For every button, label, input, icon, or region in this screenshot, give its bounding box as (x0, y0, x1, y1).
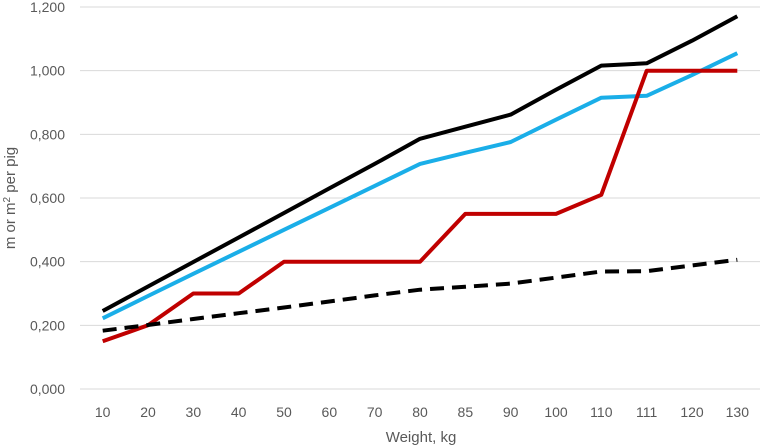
y-tick-label: 0,800 (30, 126, 65, 142)
x-tick-label: 70 (367, 404, 383, 420)
x-tick-label: 85 (458, 404, 474, 420)
y-axis-title: m or m2 per pig (2, 147, 19, 249)
x-tick-label: 30 (186, 404, 202, 420)
series-lines (101, 14, 739, 344)
gridlines (80, 6, 760, 390)
x-tick-label: 10 (95, 404, 111, 420)
x-tick-label: 130 (726, 404, 750, 420)
series-line-4 (102, 257, 738, 333)
x-tick-label: 90 (503, 404, 519, 420)
x-axis-tick-labels: 10 20 30 40 50 60 70 80 85 90 100 110 111 120 130 (95, 404, 749, 420)
y-tick-label: 0,400 (30, 254, 65, 270)
y-tick-label: 1,000 (30, 63, 65, 79)
series-line-1 (101, 14, 739, 313)
x-tick-label: 120 (680, 404, 704, 420)
y-axis-tick-labels: 0,000 0,200 0,400 0,600 0,800 1,000 1,200 (30, 0, 65, 397)
y-tick-label: 0,200 (30, 317, 65, 333)
y-axis-title-base: m or m (2, 202, 19, 249)
x-tick-label: 80 (412, 404, 428, 420)
x-tick-label: 111 (636, 404, 657, 420)
x-tick-label: 50 (276, 404, 292, 420)
series-line-3 (102, 68, 738, 344)
y-tick-label: 1,200 (30, 0, 65, 15)
y-tick-label: 0,000 (30, 381, 65, 397)
series-line-2 (101, 51, 739, 321)
y-tick-label: 0,600 (30, 190, 65, 206)
x-axis-title: Weight, kg (386, 429, 457, 446)
x-tick-label: 40 (231, 404, 247, 420)
x-tick-label: 20 (140, 404, 156, 420)
y-axis-title-superscript: 2 (2, 196, 13, 202)
x-tick-label: 60 (322, 404, 338, 420)
x-tick-label: 110 (590, 404, 613, 420)
y-axis-title-rest: per pig (2, 147, 19, 197)
x-tick-label: 100 (544, 404, 568, 420)
